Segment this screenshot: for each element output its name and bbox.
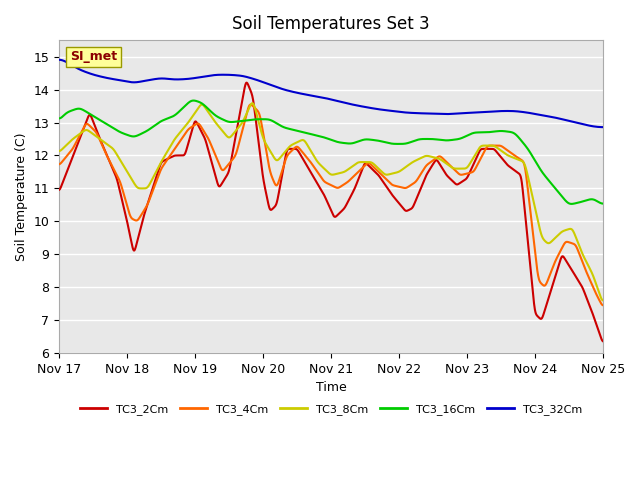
TC3_32Cm	[599, 124, 607, 130]
Line: TC3_8Cm: TC3_8Cm	[59, 103, 603, 300]
TC3_8Cm	[305, 145, 313, 151]
TC3_2Cm	[583, 296, 591, 302]
TC3_8Cm	[55, 148, 63, 154]
TC3_8Cm	[83, 127, 91, 133]
TC3_32Cm	[320, 95, 328, 101]
TC3_2Cm	[320, 192, 328, 197]
TC3_4Cm	[247, 102, 255, 108]
TC3_16Cm	[584, 197, 591, 203]
TC3_2Cm	[243, 80, 250, 85]
TC3_4Cm	[83, 121, 91, 127]
X-axis label: Time: Time	[316, 382, 346, 395]
TC3_8Cm	[320, 166, 328, 171]
TC3_2Cm	[599, 338, 607, 344]
TC3_16Cm	[55, 116, 63, 121]
Legend: TC3_2Cm, TC3_4Cm, TC3_8Cm, TC3_16Cm, TC3_32Cm: TC3_2Cm, TC3_4Cm, TC3_8Cm, TC3_16Cm, TC3…	[75, 399, 587, 419]
TC3_8Cm	[583, 260, 591, 266]
Y-axis label: Soil Temperature (C): Soil Temperature (C)	[15, 132, 28, 261]
TC3_4Cm	[584, 271, 591, 277]
TC3_16Cm	[320, 134, 328, 140]
TC3_2Cm	[484, 146, 492, 152]
TC3_32Cm	[305, 92, 313, 98]
Line: TC3_32Cm: TC3_32Cm	[59, 60, 603, 127]
TC3_2Cm	[305, 167, 313, 173]
TC3_2Cm	[584, 297, 591, 303]
TC3_16Cm	[83, 109, 91, 115]
TC3_32Cm	[483, 109, 491, 115]
TC3_16Cm	[305, 131, 313, 137]
TC3_16Cm	[189, 97, 197, 103]
TC3_8Cm	[599, 298, 607, 303]
TC3_32Cm	[583, 122, 591, 128]
TC3_4Cm	[320, 178, 328, 184]
TC3_4Cm	[305, 158, 313, 164]
TC3_16Cm	[599, 201, 607, 206]
Title: Soil Temperatures Set 3: Soil Temperatures Set 3	[232, 15, 430, 33]
TC3_8Cm	[248, 100, 256, 106]
TC3_4Cm	[599, 302, 607, 308]
TC3_2Cm	[83, 117, 91, 123]
TC3_16Cm	[568, 201, 575, 207]
Line: TC3_4Cm: TC3_4Cm	[59, 105, 603, 305]
TC3_16Cm	[484, 130, 492, 135]
TC3_16Cm	[584, 197, 591, 203]
TC3_8Cm	[484, 143, 492, 148]
TC3_4Cm	[484, 144, 492, 149]
TC3_32Cm	[83, 70, 91, 75]
Line: TC3_16Cm: TC3_16Cm	[59, 100, 603, 204]
TC3_4Cm	[55, 161, 63, 167]
TC3_2Cm	[55, 187, 63, 192]
Line: TC3_2Cm: TC3_2Cm	[59, 83, 603, 341]
TC3_32Cm	[583, 122, 591, 128]
TC3_4Cm	[583, 271, 591, 276]
Text: SI_met: SI_met	[70, 50, 117, 63]
TC3_32Cm	[55, 57, 63, 63]
TC3_8Cm	[584, 261, 591, 267]
